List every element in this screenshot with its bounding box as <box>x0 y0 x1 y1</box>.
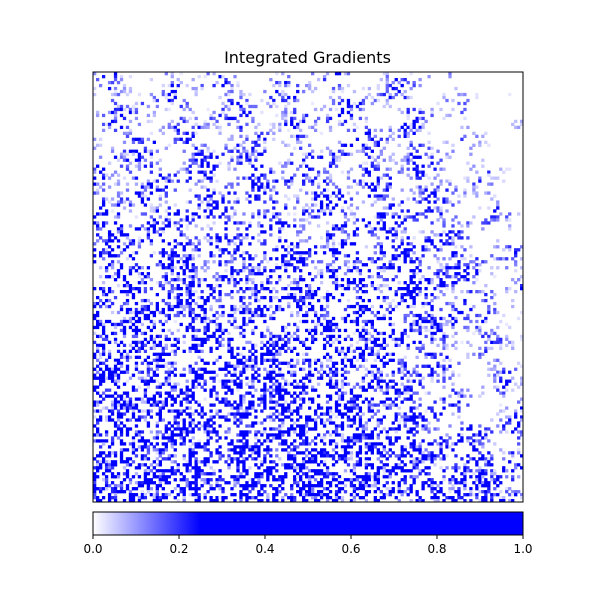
heatmap <box>92 71 524 503</box>
colorbar-tick-label: 0.6 <box>341 542 360 556</box>
heatmap-frame <box>92 71 524 503</box>
colorbar-tick-label: 0.8 <box>427 542 446 556</box>
colorbar-gradient <box>93 512 523 535</box>
chart-title: Integrated Gradients <box>224 48 391 67</box>
colorbar-frame <box>92 511 524 536</box>
colorbar-tick-label: 0.4 <box>255 542 274 556</box>
colorbar-ticks: 0.0 0.2 0.4 0.6 0.8 1.0 <box>83 535 533 556</box>
heatmap-cells <box>93 72 524 503</box>
colorbar-tick-label: 0.0 <box>83 542 102 556</box>
colorbar: 0.0 0.2 0.4 0.6 0.8 1.0 <box>83 511 533 556</box>
colorbar-tick-label: 1.0 <box>513 542 532 556</box>
colorbar-tick-label: 0.2 <box>169 542 188 556</box>
